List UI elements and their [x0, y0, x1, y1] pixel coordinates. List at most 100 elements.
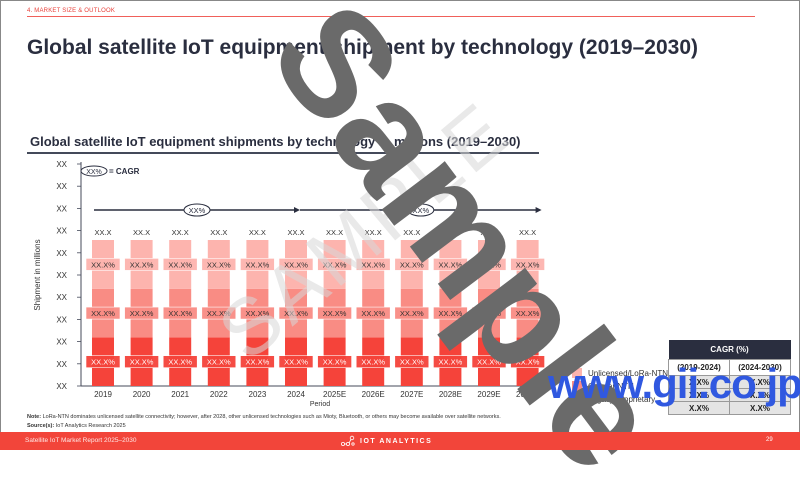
x-axis-label: Period — [310, 401, 330, 408]
bar-label-box — [433, 355, 468, 368]
bar-segment-label: XX.X% — [361, 260, 385, 269]
bar-label-box — [240, 355, 275, 368]
cagr-value: X.X% — [729, 401, 791, 415]
bar-label-box — [240, 258, 275, 271]
page-title: Global satellite IoT equipment shipment … — [27, 36, 698, 59]
bar-label-box — [240, 306, 275, 320]
bar-label-box — [394, 355, 430, 368]
legend-label: Legacy/Proprietary — [588, 394, 656, 404]
bar-segment-label: XX.X% — [400, 309, 424, 318]
bar-segment-label: XX.X% — [361, 358, 385, 367]
y-tick-label: XX — [56, 315, 67, 324]
cagr-value: X.X% — [668, 401, 730, 415]
bar-segment-label: XX.X% — [207, 260, 231, 269]
x-tick-label: 2020 — [133, 390, 151, 399]
y-tick-label: XX — [56, 249, 67, 258]
bar-label-box — [317, 355, 352, 368]
bar-label-box — [162, 258, 198, 271]
y-tick-label: XX — [56, 227, 67, 236]
bar-label-box — [471, 306, 507, 320]
section-divider — [27, 16, 755, 17]
cagr-value: X.X% — [729, 375, 791, 389]
bar-total-label: XX.X — [365, 228, 382, 237]
bar-segment-label: XX.X% — [207, 309, 231, 318]
bar-label-box — [510, 258, 545, 271]
bar-segment-label: XX.X% — [439, 309, 463, 318]
bar-label-box — [85, 355, 121, 368]
bar-label-box — [433, 306, 468, 320]
bar-segment-label: XX.X% — [284, 309, 308, 318]
y-tick-label: XX — [56, 382, 67, 391]
chart-note: Note: LoRa-NTN dominates unlicensed sate… — [27, 414, 501, 420]
bar-label-box — [355, 306, 391, 320]
cagr-arrow-head — [294, 207, 300, 213]
bar-segment-label: XX.X% — [91, 260, 115, 269]
bar-segment-label: XX.X% — [168, 260, 192, 269]
bar-segment-label: XX.X% — [323, 358, 347, 367]
y-tick-label: XX — [56, 182, 67, 191]
x-tick-label: 2027E — [400, 390, 423, 399]
legend-swatch — [572, 381, 582, 391]
chart-legend: Unlicensed/LoRa-NTN Cellular NTN Legacy/Pr… — [572, 367, 668, 406]
bar-label-box — [278, 355, 314, 368]
bar-total-label: XX.X — [326, 228, 343, 237]
bar-segment-label: XX.X% — [516, 309, 540, 318]
cagr-badge-label: XX% — [189, 206, 206, 215]
bar-label-box — [278, 306, 314, 320]
bar-segment-label: XX.X% — [168, 309, 192, 318]
bar-segment-label: XX.X% — [477, 309, 501, 318]
cagr-value: X.X% — [668, 388, 730, 402]
bar-segment-label: XX.X% — [323, 260, 347, 269]
section-label: 4. MARKET SIZE & OUTLOOK — [27, 8, 116, 14]
bar-label-box — [124, 355, 159, 368]
bar-segment-label: XX.X% — [361, 309, 385, 318]
note-label: Note: — [27, 414, 42, 420]
cagr-period-1: (2019-2024) — [668, 359, 730, 376]
bar-label-box — [394, 258, 430, 271]
bar-label-box — [162, 355, 198, 368]
bar-segment-label: XX.X% — [284, 260, 308, 269]
cagr-row: X.X% X.X% — [668, 401, 791, 415]
cagr-row: X.X% X.X% — [668, 375, 791, 389]
bar-total-label: XX.X — [249, 228, 266, 237]
x-tick-label: 2021 — [171, 390, 189, 399]
bar-label-box — [355, 355, 391, 368]
cagr-key-badge — [80, 165, 108, 177]
bar-segment-label: XX.X% — [91, 309, 115, 318]
bar-segment-label: XX.X% — [477, 358, 501, 367]
page-number: 29 — [766, 437, 773, 443]
bar-total-label: XX.X — [94, 228, 111, 237]
bar-segment-label: XX.X% — [91, 358, 115, 367]
bar-label-box — [317, 306, 352, 320]
bar-total-label: XX.X — [519, 228, 536, 237]
cagr-arrow-head — [535, 207, 542, 213]
stacked-bar-chart: XX XX XX XX XX XX XX XX XX XX XX Shipment in millio… — [33, 160, 545, 408]
source-text: IoT Analytics Research 2025 — [55, 423, 126, 429]
y-tick-label: XX — [56, 204, 67, 213]
bar-segment-label: XX.X% — [207, 358, 231, 367]
cagr-key-badge-text: XX% — [86, 169, 102, 176]
bar-segment-label: XX.X% — [323, 309, 347, 318]
bar-total-label: XX.X — [133, 228, 150, 237]
note-text: LoRa-NTN dominates unlicensed satellite … — [42, 414, 501, 420]
legend-label: Cellular NTN — [588, 381, 634, 391]
bar-label-box — [201, 306, 237, 320]
bar-label-box — [85, 258, 121, 271]
bar-segment-label: XX.X% — [516, 260, 540, 269]
chart-title: Global satellite IoT equipment shipments… — [30, 134, 521, 149]
cagr-badge-label: XX% — [412, 206, 429, 215]
source-label: Source(s): — [27, 423, 55, 429]
bar-segment-label: XX.X% — [130, 358, 154, 367]
footer-report-name: Satellite IoT Market Report 2025–2030 — [25, 437, 137, 444]
y-tick-label: XX — [56, 293, 67, 302]
bar-label-box — [355, 258, 391, 271]
x-tick-label: 2029E — [477, 390, 500, 399]
bar-total-label: XX.X — [210, 228, 227, 237]
bar-label-box — [394, 306, 430, 320]
bar-total-label: XX.X — [287, 228, 304, 237]
bar-segment-label: XX.X% — [284, 358, 308, 367]
x-tick-label: 2025E — [323, 390, 346, 399]
footer-logo: IOT ANALYTICS — [340, 435, 432, 447]
bar-segment-label: XX.X% — [130, 260, 154, 269]
bar-label-box — [201, 355, 237, 368]
